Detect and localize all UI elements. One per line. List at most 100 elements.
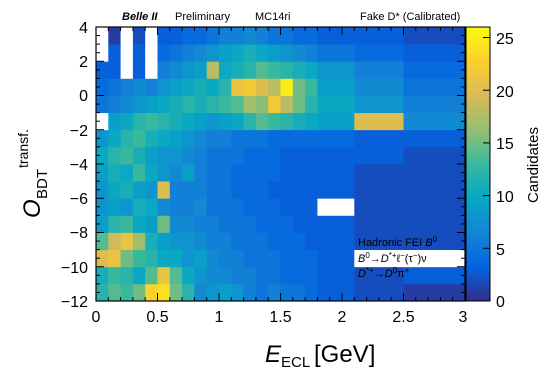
heatmap-cell: [132, 146, 146, 165]
y-tick-label: −8: [70, 225, 88, 242]
heatmap-cell: [255, 112, 269, 131]
heatmap-cell: [108, 283, 121, 302]
heatmap-cell: [169, 215, 183, 233]
colorbar-tick-label: 25: [496, 31, 514, 48]
colorbar-segment: [466, 47, 490, 51]
heatmap-cell: [292, 198, 306, 216]
heatmap-cell: [194, 283, 208, 302]
heatmap-cell: [194, 249, 208, 268]
colorbar-segment: [466, 113, 490, 117]
colorbar-segment: [466, 116, 490, 119]
heatmap-cell: [268, 78, 281, 96]
colorbar-segment: [466, 129, 490, 133]
colorbar-segment: [466, 38, 490, 42]
colorbar-segment: [466, 271, 490, 275]
heatmap-cell: [108, 27, 121, 45]
heatmap-cell: [354, 181, 404, 199]
svg-text:BDT: BDT: [34, 169, 51, 199]
heatmap-cell: [305, 27, 318, 45]
heatmap-cell: [292, 112, 306, 131]
x-tick-label: 0.5: [146, 309, 168, 326]
colorbar-segment: [466, 29, 490, 33]
colorbar-segment: [466, 225, 490, 229]
heatmap-cell: [145, 249, 158, 268]
heatmap-cell: [280, 112, 294, 131]
heatmap-cell: [219, 27, 232, 45]
heatmap-cell: [157, 44, 171, 62]
heatmap-cell: [108, 129, 121, 148]
heatmap-cell: [403, 249, 466, 268]
heatmap-cell: [96, 164, 109, 182]
heatmap-cell: [292, 232, 306, 251]
heatmap-cell: [305, 266, 318, 285]
heatmap-cell: [219, 61, 232, 79]
svg-text:[GeV]: [GeV]: [314, 341, 375, 368]
heatmap-cell: [194, 266, 208, 285]
heatmap-cell: [120, 112, 134, 131]
y-tick-label: −6: [70, 191, 88, 208]
colorbar-segment: [466, 150, 490, 154]
colorbar-segment: [466, 227, 490, 231]
heatmap-cell: [206, 61, 220, 79]
heatmap-cell: [354, 146, 404, 165]
heatmap-cell: [108, 44, 121, 62]
heatmap-cell: [268, 95, 281, 114]
colorbar-segment: [466, 241, 490, 245]
heatmap-cell: [268, 129, 281, 148]
colorbar-tick-label: 10: [496, 189, 514, 206]
colorbar-segment: [466, 257, 490, 261]
heatmap-cell: [231, 112, 244, 131]
colorbar-segment: [466, 120, 490, 124]
colorbar-segment: [466, 232, 490, 236]
heatmap-cell: [255, 283, 269, 302]
heatmap-cells: [96, 27, 466, 302]
colorbar-segment: [466, 36, 490, 39]
heatmap-cell: [219, 146, 232, 165]
y-tick-label: 2: [79, 54, 88, 71]
heatmap-cell: [96, 27, 109, 45]
heatmap-cell: [255, 266, 269, 285]
heatmap-cell: [145, 95, 158, 114]
heatmap-cell: [96, 266, 109, 285]
heatmap-cell: [120, 266, 134, 285]
colorbar-segment: [466, 166, 490, 170]
heatmap-cell: [157, 27, 171, 45]
heatmap-cell: [231, 232, 244, 251]
colorbar-segment: [466, 289, 490, 293]
colorbar-segment: [466, 198, 490, 202]
colorbar-segment: [466, 141, 490, 144]
heatmap-cell: [120, 78, 134, 96]
colorbar-segment: [466, 200, 490, 204]
heatmap-cell: [243, 232, 257, 251]
heatmap-cell: [108, 146, 121, 165]
heatmap-cell: [317, 249, 355, 268]
colorbar-segment: [466, 246, 490, 249]
heatmap-cell: [305, 95, 318, 114]
heatmap-cell: [194, 27, 208, 45]
colorbar-label: Candidates: [525, 127, 542, 203]
heatmap-cell: [317, 198, 355, 216]
heatmap-cell: [219, 232, 232, 251]
heatmap-cell: [243, 249, 257, 268]
heatmap-cell: [280, 146, 294, 165]
heatmap-cell: [268, 44, 281, 62]
colorbar-segment: [466, 282, 490, 286]
y-tick-label: −2: [70, 123, 88, 140]
heatmap-cell: [182, 95, 195, 114]
heatmap-cell: [268, 232, 281, 251]
heatmap-cell: [169, 129, 183, 148]
heatmap-cell: [354, 198, 404, 216]
heatmap-cell: [206, 283, 220, 302]
heatmap-cell: [108, 215, 121, 233]
colorbar-segment: [466, 234, 490, 238]
colorbar-segment: [466, 285, 490, 288]
colorbar-segment: [466, 54, 490, 58]
heatmap-cell: [194, 61, 208, 79]
colorbar-segment: [466, 230, 490, 233]
heatmap-cell: [182, 112, 195, 131]
colorbar-segment: [466, 202, 490, 206]
heatmap-cell: [219, 198, 232, 216]
heatmap-cell: [219, 215, 232, 233]
colorbar-segment: [466, 250, 490, 254]
